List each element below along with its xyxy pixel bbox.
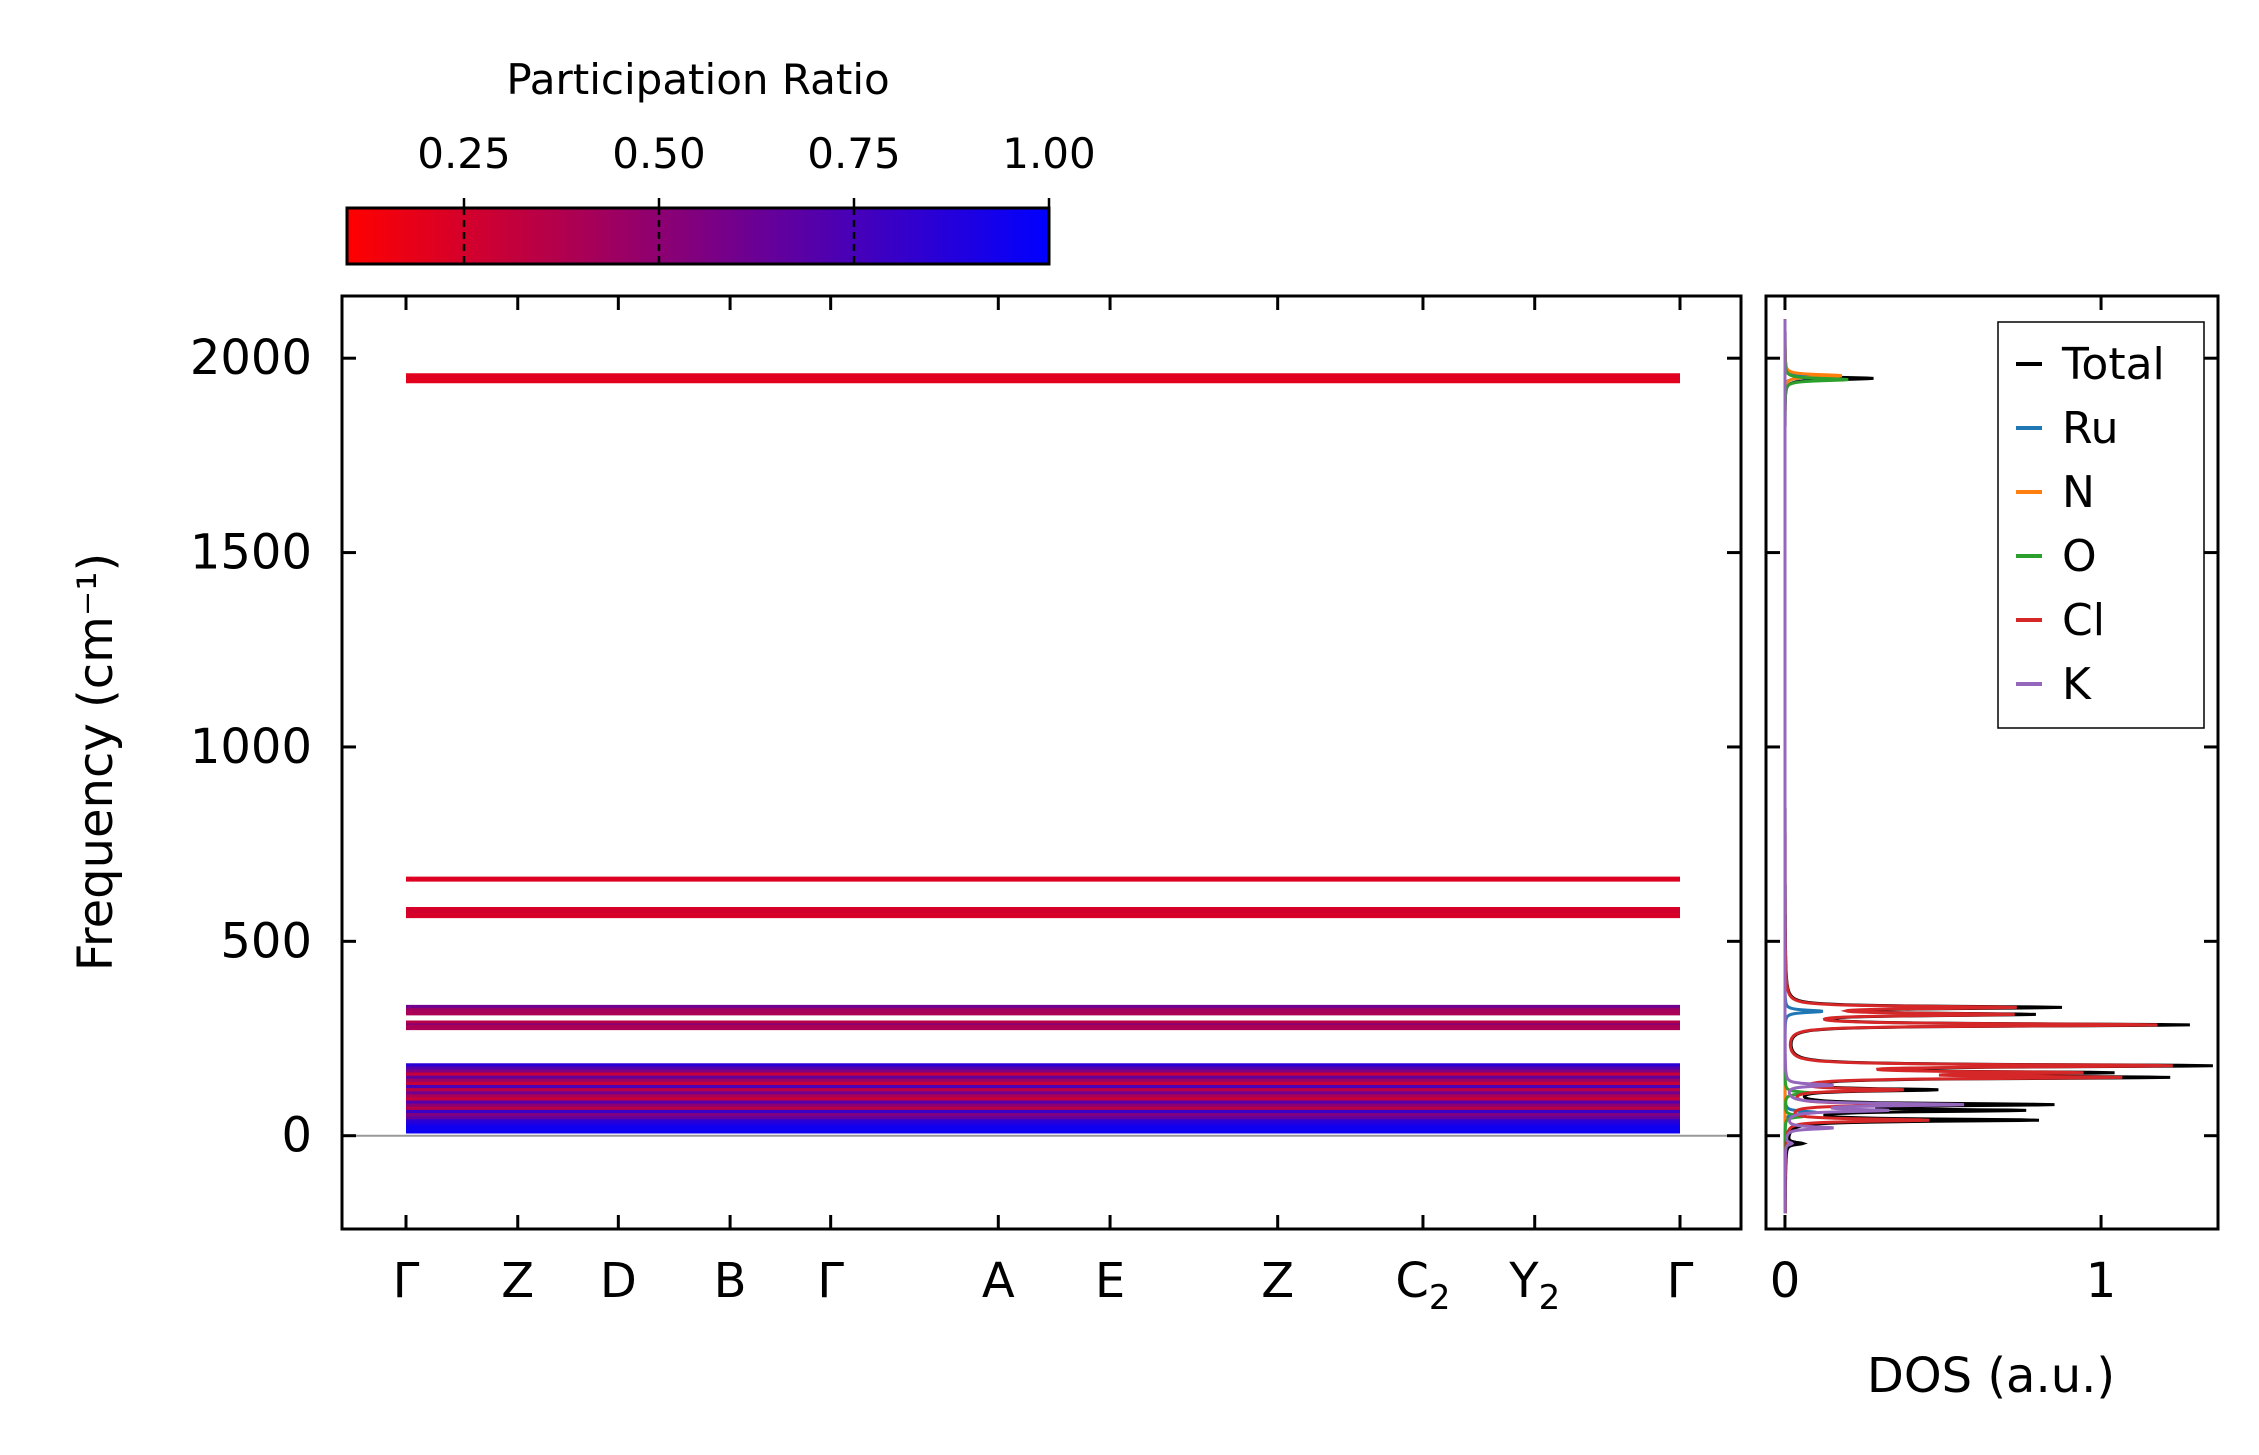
legend-label: Ru	[2062, 403, 2118, 454]
y-axis-label: Frequency (cm⁻¹)	[68, 553, 124, 971]
dos-plot-frame	[1764, 294, 2220, 1231]
kpoint-label: A	[982, 1253, 1015, 1309]
y-tick-label: 2000	[190, 330, 312, 386]
band-plot-frame	[340, 294, 1743, 1231]
colorbar-gradient	[345, 206, 1051, 266]
colorbar: Participation Ratio 0.25 0.50 0.75 1.00	[345, 55, 1096, 266]
legend-label: Cl	[2062, 595, 2105, 646]
kpoint-label: Y2	[1508, 1253, 1560, 1318]
legend-label: O	[2062, 531, 2097, 582]
kpoint-label: C2	[1395, 1253, 1450, 1318]
colorbar-tick-label: 0.50	[612, 129, 706, 178]
y-tick-label: 1000	[190, 719, 312, 775]
dos-x-axis-label: DOS (a.u.)	[1867, 1348, 2115, 1404]
y-tick-label: 1500	[190, 525, 312, 581]
kpoint-label: Γ	[1667, 1253, 1694, 1309]
dos-legend: Total Ru NO Cl K	[1997, 321, 2205, 729]
kpoint-label: D	[600, 1253, 637, 1309]
dos-line-ru	[1783, 319, 1824, 1214]
kpoint-label: Γ	[817, 1253, 844, 1309]
dos-line-n	[1783, 319, 1843, 1214]
colorbar-label: Participation Ratio	[506, 55, 889, 104]
band-structure-panel: 0 500 1000 1500 2000 Γ Z D B Γ A E Z C2 Y2 Γ Frequency…	[68, 294, 2218, 1318]
kpoint-label: Z	[1261, 1253, 1294, 1309]
legend-box	[1997, 321, 2205, 729]
y-tick-label: 0	[281, 1108, 312, 1164]
kpoint-label: B	[714, 1253, 747, 1309]
kpoint-label: Z	[501, 1253, 534, 1309]
kpoint-label: E	[1095, 1253, 1125, 1309]
legend-label: K	[2062, 659, 2092, 710]
dos-line-o	[1783, 319, 1849, 1214]
colorbar-tick-label: 1.00	[1002, 129, 1096, 178]
colorbar-tick-label: 0.75	[807, 129, 901, 178]
y-tick-label: 500	[220, 913, 312, 969]
dos-line-k	[1783, 319, 1965, 1214]
dos-panel: 0 1 DOS (a.u.) Total Ru NO Cl K	[1764, 294, 2220, 1404]
kpoint-label: Γ	[393, 1253, 420, 1309]
legend-label: Total	[2061, 339, 2165, 390]
dos-x-tick-label: 0	[1770, 1253, 1801, 1309]
colorbar-tick-label: 0.25	[417, 129, 511, 178]
legend-label: N	[2062, 467, 2095, 518]
dos-x-tick-label: 1	[2086, 1253, 2117, 1309]
